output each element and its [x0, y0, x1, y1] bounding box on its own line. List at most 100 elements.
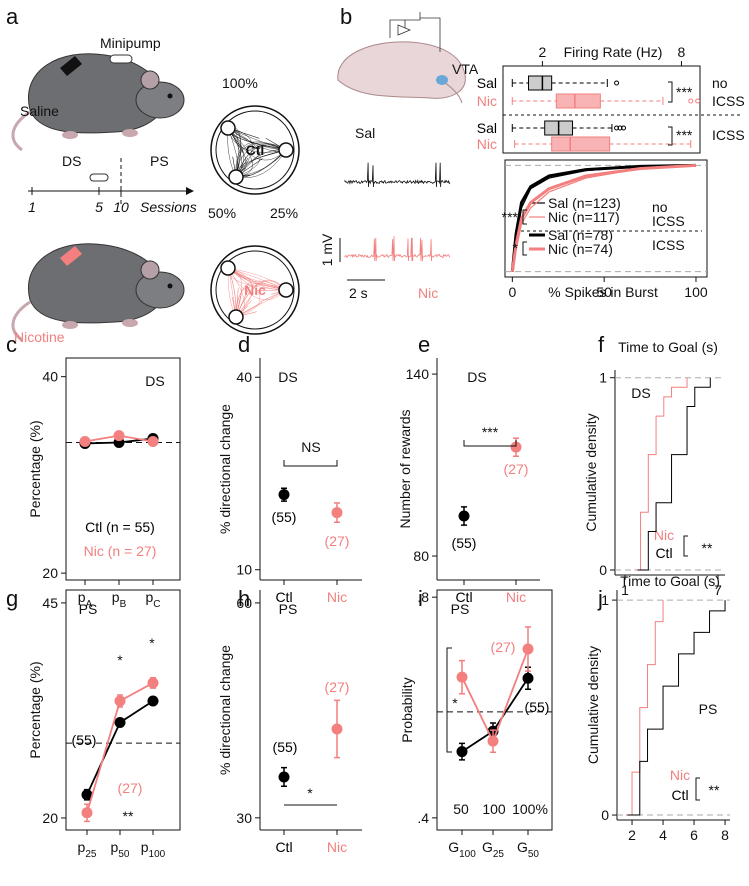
y-tick-label: 20 — [42, 810, 58, 826]
category-base: Nic — [327, 589, 347, 605]
data-point — [458, 510, 470, 522]
x-tick-label: 7 — [714, 582, 722, 598]
category-subscript: B — [120, 599, 127, 610]
ecdf-line — [510, 163, 697, 272]
scale-voltage: 1 mV — [319, 233, 335, 266]
category-subscript: 50 — [528, 849, 540, 860]
significance-bracket — [668, 81, 673, 103]
annotation: * — [452, 695, 458, 711]
group-label: ICSS — [652, 237, 685, 253]
significance-bracket — [463, 440, 517, 447]
annotation: PS — [451, 601, 470, 617]
category-base: Ctl — [455, 589, 472, 605]
category-subscript: 100 — [149, 849, 166, 860]
group-label: no — [712, 75, 728, 91]
x-tick-label: Ctl — [275, 839, 292, 855]
goal-zone — [278, 282, 294, 298]
annotation: ** — [709, 782, 720, 798]
category-subscript: 50 — [118, 849, 130, 860]
x-tick-label: 2 — [539, 44, 547, 60]
data-point — [456, 671, 468, 683]
outlier — [617, 125, 623, 131]
y-axis-label: % directional change — [217, 404, 233, 534]
data-point — [114, 695, 126, 707]
data-point — [81, 807, 93, 819]
annotation: 100 — [482, 801, 506, 817]
x-tick-label: G50 — [517, 839, 539, 860]
panel-letter: h — [238, 586, 250, 611]
x-tick-label: pA — [78, 589, 93, 610]
x-tick-label: Nic — [506, 589, 526, 605]
data-point — [114, 716, 126, 728]
data-point — [331, 723, 343, 735]
sample-size-label: (27) — [325, 679, 350, 695]
category-base: p — [141, 839, 149, 855]
timeline-xlabel: Sessions — [140, 199, 197, 215]
category-subscript: A — [86, 599, 93, 610]
y-axis-label: % directional change — [217, 645, 233, 775]
y-tick-label: 20 — [42, 565, 58, 581]
box — [551, 136, 611, 152]
legend-entry: Nic (n=117) — [548, 209, 620, 225]
data-point — [113, 430, 125, 442]
y-tick-label: 30 — [236, 810, 252, 826]
significance-bracket — [683, 535, 688, 557]
panel-letter: j — [597, 586, 603, 611]
y-axis-label: Probability — [399, 677, 415, 742]
annotation: * — [513, 240, 519, 256]
significance-bracket — [522, 209, 527, 225]
significance-bracket — [522, 241, 527, 256]
annotation: ** — [123, 808, 134, 824]
legend-entry: Nic (n=74) — [548, 241, 613, 257]
goal-zone — [228, 309, 244, 325]
x-tick-label: 100 — [684, 284, 708, 300]
arena-percent: 25% — [270, 205, 298, 221]
annotation: *** — [482, 424, 499, 440]
category-base: p — [78, 589, 86, 605]
annotation: DS — [278, 369, 297, 385]
category-base: G — [448, 839, 459, 855]
category-base: p — [78, 839, 86, 855]
data-point — [456, 746, 468, 758]
x-tick-label: G25 — [482, 839, 504, 860]
panel-letter: d — [238, 332, 250, 357]
data-point — [331, 507, 343, 519]
ecdf-line — [634, 377, 688, 571]
category-base: p — [145, 589, 153, 605]
sample-size-label: (55) — [273, 739, 298, 755]
goal-zone — [278, 142, 294, 158]
sample-size-label: (27) — [504, 461, 529, 477]
plot-frame — [65, 357, 181, 581]
annotation: * — [117, 652, 123, 668]
x-tick-label: 6 — [690, 827, 698, 843]
y-tick-label: 0 — [599, 562, 607, 578]
category-base: Nic — [327, 839, 347, 855]
y-tick-label: 80 — [413, 548, 429, 564]
significance-bracket — [446, 647, 452, 753]
annotation: PS — [79, 601, 98, 617]
data-point — [522, 643, 534, 655]
data-point — [278, 489, 290, 501]
category-base: p — [111, 839, 119, 855]
significance-bracket — [283, 460, 338, 467]
trace-label: Nic — [418, 285, 438, 301]
panel-letter: f — [598, 332, 605, 357]
vta-label: VTA — [452, 61, 479, 77]
data-point — [510, 441, 522, 453]
trajectory — [227, 126, 287, 179]
data-point — [147, 677, 159, 689]
annotation: *** — [676, 84, 693, 100]
legend-entry: Sal (n=123) — [548, 195, 621, 211]
chart-title: Time to Goal (s) — [618, 339, 718, 355]
annotation: DS — [145, 373, 164, 389]
data-point — [278, 771, 290, 783]
annotation: 100% — [512, 801, 548, 817]
legend-entry: Nic (n = 27) — [84, 543, 157, 559]
x-tick-label: 0 — [508, 284, 516, 300]
data-point — [81, 789, 93, 801]
outlier — [614, 80, 620, 86]
y-tick-label: 10 — [236, 562, 252, 578]
group-label: ICSS — [712, 127, 745, 143]
